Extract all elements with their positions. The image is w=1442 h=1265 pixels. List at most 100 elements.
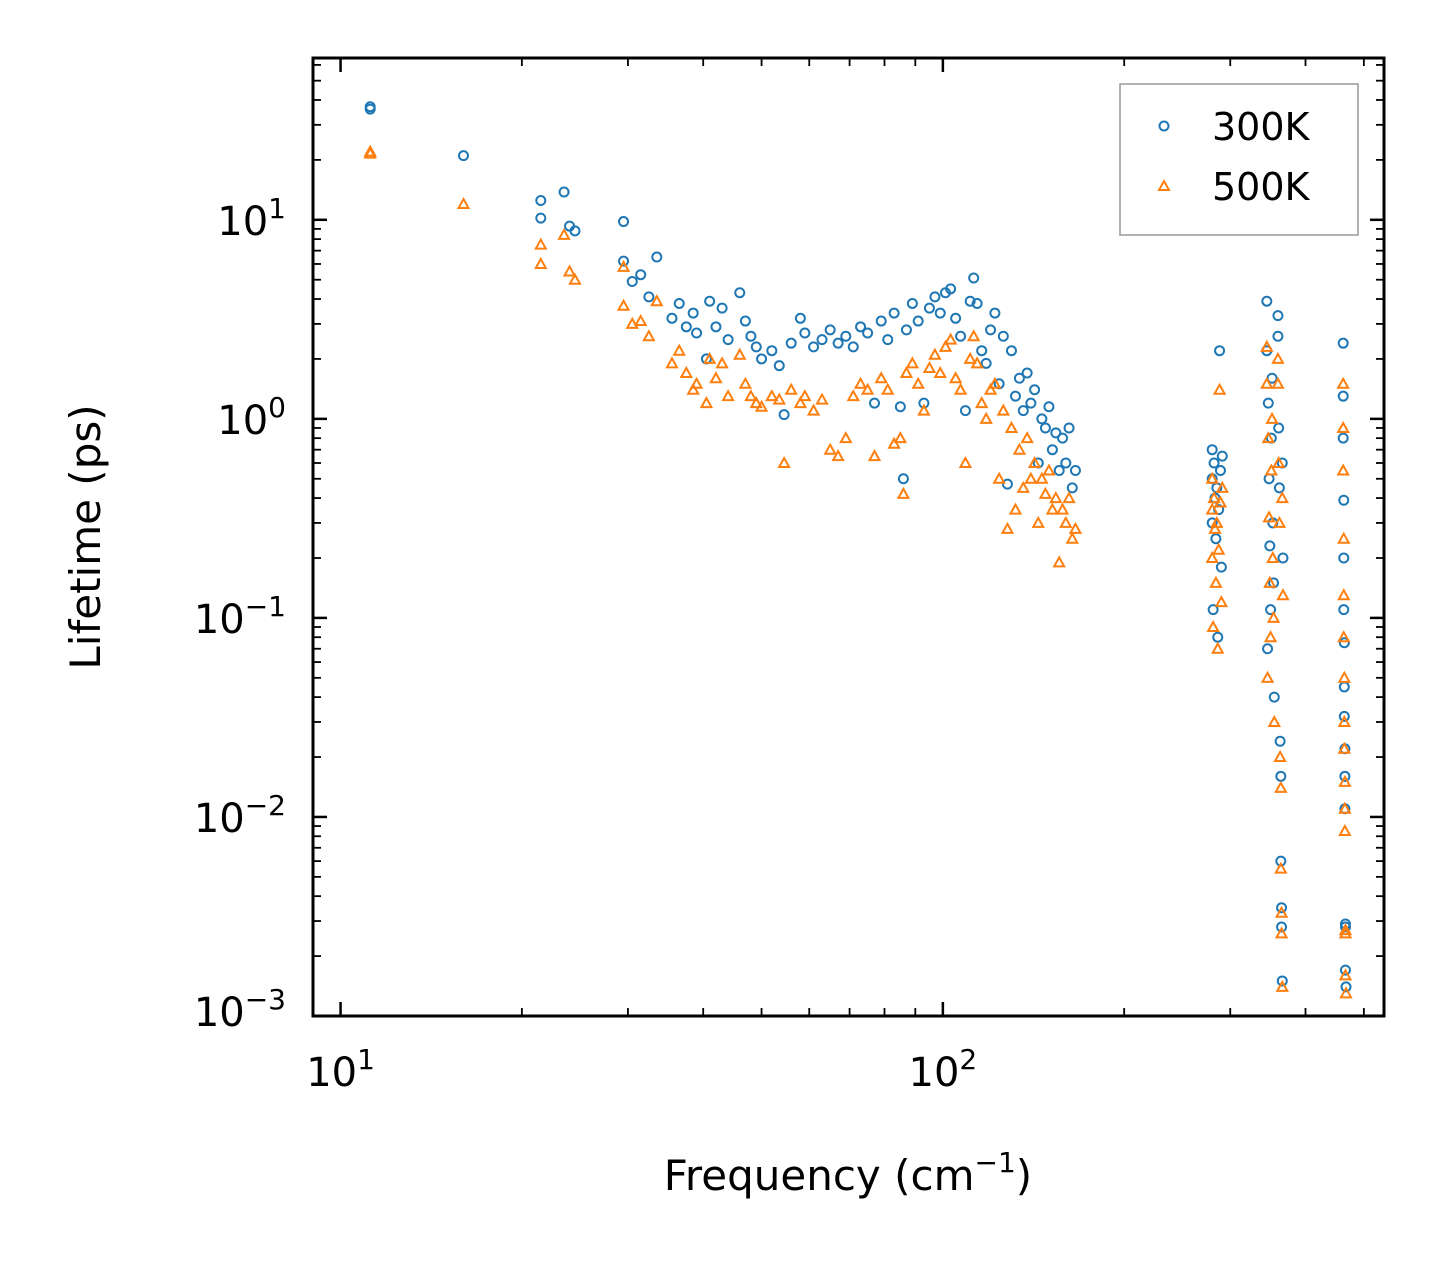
point-300k-64 xyxy=(976,345,988,357)
point-300k-83 xyxy=(1050,427,1062,439)
point-300k-71 xyxy=(1006,345,1018,357)
y-tick-label-0.001: 10−3 xyxy=(194,983,286,1036)
point-500k-120 xyxy=(1273,749,1287,763)
point-500k-39 xyxy=(839,431,853,444)
point-300k-37 xyxy=(824,324,836,336)
point-500k-17 xyxy=(686,382,700,395)
y-tick-label-0.1: 10−1 xyxy=(194,590,286,643)
y-axis-label: Lifetime (ps) xyxy=(61,404,110,669)
y-tick-label-1: 100 xyxy=(217,391,286,444)
point-300k-143 xyxy=(1340,981,1352,993)
point-300k-22 xyxy=(716,302,728,314)
legend-marker-500k xyxy=(1157,178,1171,191)
point-500k-40 xyxy=(846,389,860,402)
point-300k-30 xyxy=(773,360,785,372)
point-300k-65 xyxy=(980,357,992,369)
point-300k-124 xyxy=(1276,921,1288,933)
point-500k-37 xyxy=(823,442,837,455)
point-500k-18 xyxy=(689,376,704,389)
point-500k-109 xyxy=(1263,575,1277,588)
point-500k-132 xyxy=(1337,588,1351,601)
point-500k-96 xyxy=(1209,575,1223,588)
series-300k-markers xyxy=(364,101,1352,993)
point-300k-90 xyxy=(1206,444,1218,456)
point-500k-30 xyxy=(772,392,786,405)
point-500k-71 xyxy=(1004,420,1019,433)
point-300k-32 xyxy=(785,337,797,349)
point-300k-18 xyxy=(691,327,703,339)
point-500k-125 xyxy=(1275,979,1289,992)
point-500k-38 xyxy=(831,449,845,462)
point-300k-45 xyxy=(882,334,894,346)
point-300k-133 xyxy=(1338,604,1350,616)
point-300k-38 xyxy=(832,337,844,349)
point-300k-51 xyxy=(912,315,924,327)
point-300k-135 xyxy=(1338,681,1350,693)
point-500k-110 xyxy=(1263,630,1278,643)
point-300k-8 xyxy=(618,216,630,228)
point-500k-22 xyxy=(715,356,729,369)
point-500k-48 xyxy=(896,486,911,499)
point-500k-95 xyxy=(1208,521,1222,534)
point-300k-63 xyxy=(971,297,983,309)
point-500k-136 xyxy=(1337,741,1352,754)
point-500k-49 xyxy=(899,365,914,378)
series-500k-markers xyxy=(363,144,1353,999)
x-tick-label-100: 102 xyxy=(909,1043,978,1096)
point-300k-35 xyxy=(808,341,820,353)
point-300k-102 xyxy=(1215,561,1227,573)
point-500k-93 xyxy=(1206,619,1220,633)
point-300k-73 xyxy=(1013,372,1025,384)
point-300k-11 xyxy=(635,269,647,281)
point-500k-33 xyxy=(793,396,808,409)
point-500k-98 xyxy=(1211,641,1225,654)
tick-labels: 101 102 10−3 10−2 10−1 100 101 xyxy=(194,192,977,1096)
point-300k-118 xyxy=(1273,422,1285,434)
point-500k-16 xyxy=(679,365,694,378)
point-500k-55 xyxy=(933,365,947,378)
point-300k-40 xyxy=(847,341,859,353)
point-500k-80 xyxy=(1038,486,1053,499)
point-500k-111 xyxy=(1264,463,1279,476)
point-500k-68 xyxy=(992,471,1006,484)
point-500k-70 xyxy=(1000,521,1015,534)
y-tick-label-0.01: 10−2 xyxy=(194,789,286,842)
point-500k-116 xyxy=(1271,351,1285,364)
point-300k-76 xyxy=(1025,397,1037,409)
point-500k-15 xyxy=(672,343,686,356)
point-500k-131 xyxy=(1337,531,1351,544)
point-300k-58 xyxy=(950,312,962,324)
point-300k-67 xyxy=(989,307,1001,319)
plot-frame xyxy=(311,56,1386,1018)
point-300k-130 xyxy=(1337,432,1349,444)
point-500k-129 xyxy=(1336,420,1350,433)
point-300k-84 xyxy=(1053,465,1065,477)
point-500k-10 xyxy=(625,316,639,329)
point-300k-72 xyxy=(1009,390,1021,402)
point-300k-16 xyxy=(680,321,692,333)
point-500k-143 xyxy=(1339,986,1353,999)
point-300k-93 xyxy=(1207,604,1219,616)
point-500k-23 xyxy=(721,389,735,402)
point-300k-141 xyxy=(1339,921,1351,933)
point-500k-73 xyxy=(1012,442,1027,455)
point-500k-60 xyxy=(958,455,973,469)
point-300k-86 xyxy=(1060,457,1072,469)
legend-label-300k: 300K xyxy=(1212,105,1311,149)
point-500k-91 xyxy=(1205,502,1219,515)
point-500k-35 xyxy=(806,403,821,416)
point-300k-136 xyxy=(1338,710,1350,722)
point-300k-115 xyxy=(1268,691,1280,703)
point-300k-103 xyxy=(1216,450,1228,462)
point-300k-20 xyxy=(704,295,716,307)
point-300k-125 xyxy=(1276,975,1288,987)
point-300k-108 xyxy=(1263,473,1275,485)
point-500k-27 xyxy=(749,396,763,409)
point-500k-107 xyxy=(1261,431,1276,444)
point-500k-94 xyxy=(1207,491,1221,504)
point-500k-123 xyxy=(1274,905,1289,918)
point-500k-63 xyxy=(970,356,984,369)
point-500k-72 xyxy=(1008,502,1023,515)
point-500k-118 xyxy=(1271,455,1286,469)
legend-box xyxy=(1119,83,1359,236)
